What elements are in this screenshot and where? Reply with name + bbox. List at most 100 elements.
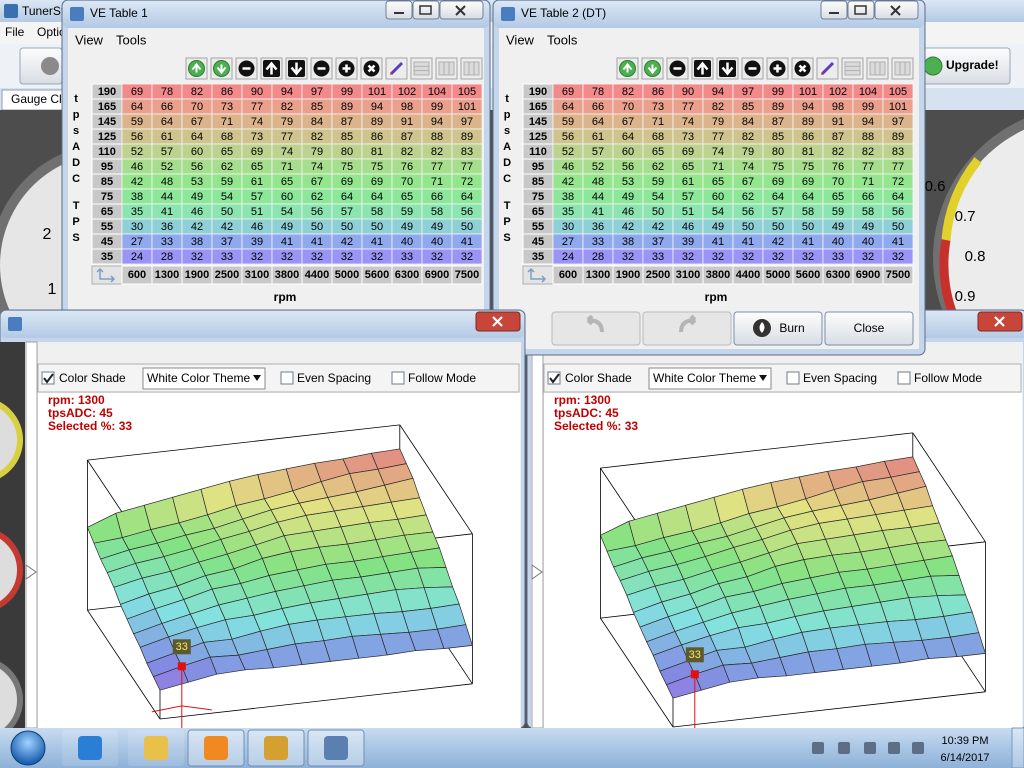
cell-value[interactable]: 36	[592, 221, 604, 233]
cell-value[interactable]: 58	[431, 206, 443, 218]
start-button[interactable]	[10, 730, 46, 766]
control-label[interactable]: Follow Mode	[914, 371, 982, 385]
cell-value[interactable]: 72	[461, 176, 473, 188]
cell-value[interactable]: 82	[832, 146, 844, 158]
cell-value[interactable]: 77	[461, 161, 473, 173]
cell-value[interactable]: 56	[562, 131, 574, 143]
cell-value[interactable]: 54	[221, 191, 233, 203]
control-label[interactable]: Color Shade	[59, 371, 126, 385]
cell-value[interactable]: 91	[832, 116, 844, 128]
cell-value[interactable]: 62	[221, 161, 233, 173]
clock-time[interactable]: 10:39 PM	[941, 735, 988, 747]
cell-value[interactable]: 42	[622, 221, 634, 233]
cell-value[interactable]: 46	[251, 221, 263, 233]
cell-value[interactable]: 68	[221, 131, 233, 143]
cell-value[interactable]: 77	[682, 101, 694, 113]
cell-value[interactable]: 87	[832, 131, 844, 143]
cell-value[interactable]: 59	[221, 176, 233, 188]
cell-value[interactable]: 89	[772, 101, 784, 113]
cell-value[interactable]: 101	[889, 101, 907, 113]
cell-value[interactable]: 74	[712, 146, 724, 158]
tray-icon[interactable]	[912, 742, 924, 754]
cell-value[interactable]: 65	[832, 191, 844, 203]
cell-value[interactable]: 44	[161, 191, 173, 203]
cell-value[interactable]: 94	[371, 101, 383, 113]
cell-value[interactable]: 82	[311, 131, 323, 143]
cell-value[interactable]: 57	[251, 191, 263, 203]
cell-value[interactable]: 65	[712, 176, 724, 188]
cell-value[interactable]: 50	[461, 221, 473, 233]
cell-value[interactable]: 57	[682, 191, 694, 203]
cell-value[interactable]: 46	[682, 221, 694, 233]
cell-value[interactable]: 82	[191, 86, 203, 98]
menu-item[interactable]: View	[506, 32, 535, 47]
cell-value[interactable]: 64	[161, 116, 173, 128]
cell-value[interactable]: 50	[892, 221, 904, 233]
cell-value[interactable]: 81	[802, 146, 814, 158]
selected-point[interactable]	[177, 662, 186, 671]
menu-item[interactable]: View	[75, 32, 104, 47]
cell-value[interactable]: 58	[862, 206, 874, 218]
cell-value[interactable]: 64	[802, 191, 814, 203]
cell-value[interactable]: 77	[892, 161, 904, 173]
cell-value[interactable]: 32	[772, 251, 784, 263]
cell-value[interactable]: 38	[131, 191, 143, 203]
cell-value[interactable]: 67	[311, 176, 323, 188]
slider-thumb[interactable]	[25, 564, 37, 580]
cell-value[interactable]: 86	[652, 86, 664, 98]
cell-value[interactable]: 66	[431, 191, 443, 203]
cell-value[interactable]: 77	[431, 161, 443, 173]
cell-value[interactable]: 51	[251, 206, 263, 218]
menu-item[interactable]: File	[5, 25, 25, 39]
tray-icon[interactable]	[864, 742, 876, 754]
cell-value[interactable]: 87	[401, 131, 413, 143]
cell-value[interactable]: 86	[371, 131, 383, 143]
cell-value[interactable]: 79	[712, 116, 724, 128]
cell-value[interactable]: 32	[341, 251, 353, 263]
control-label[interactable]: Color Shade	[565, 371, 632, 385]
cell-value[interactable]: 101	[799, 86, 817, 98]
cell-value[interactable]: 49	[712, 221, 724, 233]
cell-value[interactable]: 69	[251, 146, 263, 158]
cell-value[interactable]: 98	[832, 101, 844, 113]
checkbox[interactable]	[786, 371, 800, 385]
cell-value[interactable]: 64	[622, 131, 634, 143]
cell-value[interactable]: 54	[652, 191, 664, 203]
cell-value[interactable]: 50	[652, 206, 664, 218]
cell-value[interactable]: 97	[742, 86, 754, 98]
cell-value[interactable]: 50	[742, 221, 754, 233]
cell-value[interactable]: 32	[281, 251, 293, 263]
cell-value[interactable]: 35	[562, 206, 574, 218]
cell-value[interactable]: 42	[131, 176, 143, 188]
cell-value[interactable]: 59	[652, 176, 664, 188]
cell-value[interactable]: 56	[622, 161, 634, 173]
cell-value[interactable]: 89	[802, 116, 814, 128]
cell-value[interactable]: 85	[311, 101, 323, 113]
cell-value[interactable]: 85	[742, 101, 754, 113]
maximize-button[interactable]	[847, 0, 875, 20]
cell-value[interactable]: 32	[191, 251, 203, 263]
cell-value[interactable]: 40	[401, 236, 413, 248]
cell-value[interactable]: 77	[251, 101, 263, 113]
table-cell[interactable]	[882, 248, 914, 265]
cell-value[interactable]: 62	[652, 161, 664, 173]
cell-value[interactable]: 38	[622, 236, 634, 248]
cell-value[interactable]: 42	[341, 236, 353, 248]
cell-value[interactable]: 71	[862, 176, 874, 188]
cell-value[interactable]: 71	[712, 161, 724, 173]
button-label[interactable]: Close	[854, 321, 885, 335]
gauge-tab-label[interactable]: Gauge Cl	[11, 92, 62, 106]
cell-value[interactable]: 70	[401, 176, 413, 188]
cell-value[interactable]: 41	[461, 236, 473, 248]
cell-value[interactable]: 97	[311, 86, 323, 98]
cell-value[interactable]: 38	[562, 191, 574, 203]
cell-value[interactable]: 36	[161, 221, 173, 233]
cell-value[interactable]: 60	[281, 191, 293, 203]
control-label[interactable]: Follow Mode	[408, 371, 476, 385]
cell-value[interactable]: 65	[221, 146, 233, 158]
cell-value[interactable]: 32	[742, 251, 754, 263]
cell-value[interactable]: 73	[251, 131, 263, 143]
cell-value[interactable]: 64	[562, 101, 574, 113]
cell-value[interactable]: 99	[431, 101, 443, 113]
cell-value[interactable]: 56	[892, 206, 904, 218]
